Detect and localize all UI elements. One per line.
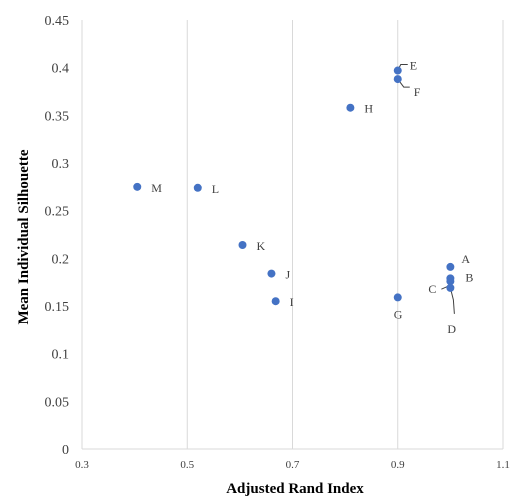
data-point-a <box>446 262 455 271</box>
y-tick-label: 0.3 <box>52 157 70 172</box>
point-label-b: B <box>465 270 473 284</box>
point-label-k: K <box>257 239 266 253</box>
leader-line-d <box>449 287 455 314</box>
x-tick-labels: 0.3 0.5 0.7 0.9 1.1 <box>75 459 510 471</box>
y-tick-label: 0.15 <box>45 300 70 315</box>
y-tick-label: 0.4 <box>52 62 70 77</box>
point-label-i: I <box>290 295 294 309</box>
data-point-g <box>393 293 402 302</box>
data-point-l <box>193 183 202 192</box>
point-label-h: H <box>364 102 373 116</box>
data-point-f <box>393 75 402 84</box>
point-label-d: D <box>447 322 456 336</box>
y-tick-label: 0.25 <box>45 205 70 220</box>
y-tick-labels: 0 0.05 0.1 0.15 0.2 0.25 0.3 0.35 0.4 0.45 <box>45 14 70 458</box>
x-tick-label: 1.1 <box>496 459 510 471</box>
y-tick-label: 0.05 <box>45 395 70 410</box>
point-label-g: G <box>394 307 403 321</box>
axes <box>81 20 503 450</box>
x-axis-title: Adjusted Rand Index <box>226 481 364 497</box>
point-label-e: E <box>410 59 417 73</box>
data-point-i <box>271 297 280 306</box>
x-tick-label: 0.9 <box>391 459 405 471</box>
data-point-j <box>267 269 276 278</box>
point-label-l: L <box>212 182 219 196</box>
data-point-h <box>346 103 355 112</box>
point-label-a: A <box>461 252 470 266</box>
data-point-k <box>238 240 247 249</box>
point-label-c: C <box>428 282 436 296</box>
data-point-c <box>446 277 455 286</box>
y-tick-label: 0.35 <box>45 109 70 124</box>
y-tick-label: 0.2 <box>52 252 70 267</box>
point-label-f: F <box>414 85 421 99</box>
data-point-e <box>393 66 402 75</box>
point-labels: AB C D EF G H IJ K L M <box>151 59 473 336</box>
y-tick-label: 0.45 <box>45 14 70 29</box>
x-tick-label: 0.3 <box>75 459 89 471</box>
point-label-m: M <box>151 181 162 195</box>
point-label-j: J <box>285 268 290 282</box>
y-tick-label: 0.1 <box>52 348 70 363</box>
x-tick-label: 0.5 <box>180 459 194 471</box>
label-leader-lines <box>397 64 455 314</box>
data-point-d <box>446 283 455 292</box>
data-points <box>133 66 455 306</box>
y-tick-label: 0 <box>62 443 69 458</box>
data-point-m <box>133 182 142 191</box>
grid-lines <box>186 20 504 449</box>
y-axis-title: Mean Individual Silhouette <box>16 149 32 324</box>
x-tick-label: 0.7 <box>286 459 300 471</box>
